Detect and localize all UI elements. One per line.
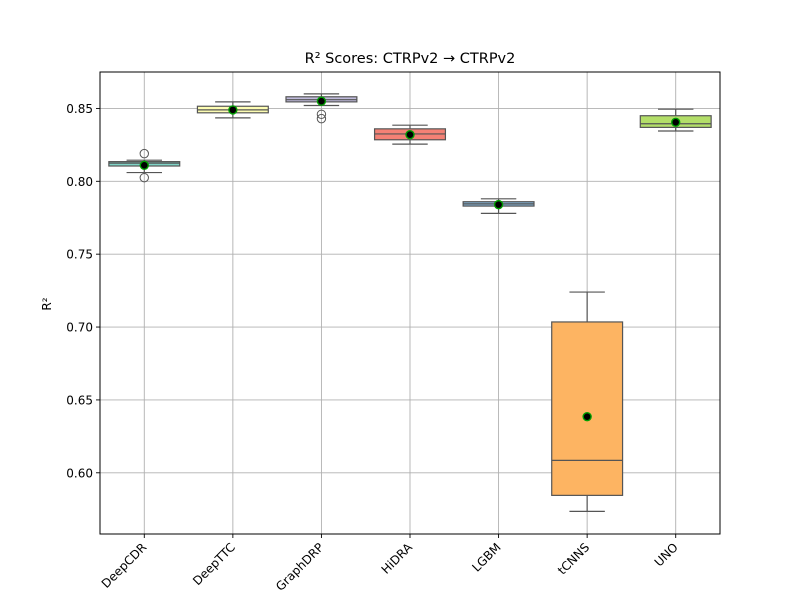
- y-tick-label: 0.85: [66, 102, 93, 116]
- mean-marker: [405, 129, 415, 140]
- box-group: [285, 93, 358, 124]
- mean-marker: [493, 199, 504, 210]
- mean-marker: [316, 96, 327, 106]
- outlier-point: [316, 109, 327, 119]
- y-tick-label: 0.80: [66, 175, 93, 189]
- box-group: [108, 148, 181, 183]
- outlier-point: [316, 113, 327, 124]
- plot-frame: [99, 71, 721, 535]
- box-group: [196, 101, 269, 119]
- box-group: [639, 108, 712, 132]
- mean-marker: [139, 160, 149, 170]
- box-group: [373, 124, 447, 145]
- outlier-point: [139, 148, 149, 159]
- box-group: [551, 291, 624, 513]
- box-group: [462, 198, 535, 214]
- boxes: [108, 93, 712, 513]
- chart-title: R² Scores: CTRPv2 → CTRPv2: [305, 51, 516, 67]
- outlier-point: [139, 172, 149, 183]
- mean-marker: [582, 411, 592, 422]
- y-tick-label: 0.65: [66, 393, 93, 407]
- mean-marker: [228, 105, 238, 115]
- y-tick-label: 0.70: [66, 321, 93, 335]
- y-axis-label: R²: [40, 297, 54, 310]
- y-tick-label: 0.75: [66, 248, 93, 262]
- y-tick-label: 0.60: [66, 466, 93, 480]
- mean-marker: [671, 117, 681, 127]
- box-iqr: [551, 321, 624, 496]
